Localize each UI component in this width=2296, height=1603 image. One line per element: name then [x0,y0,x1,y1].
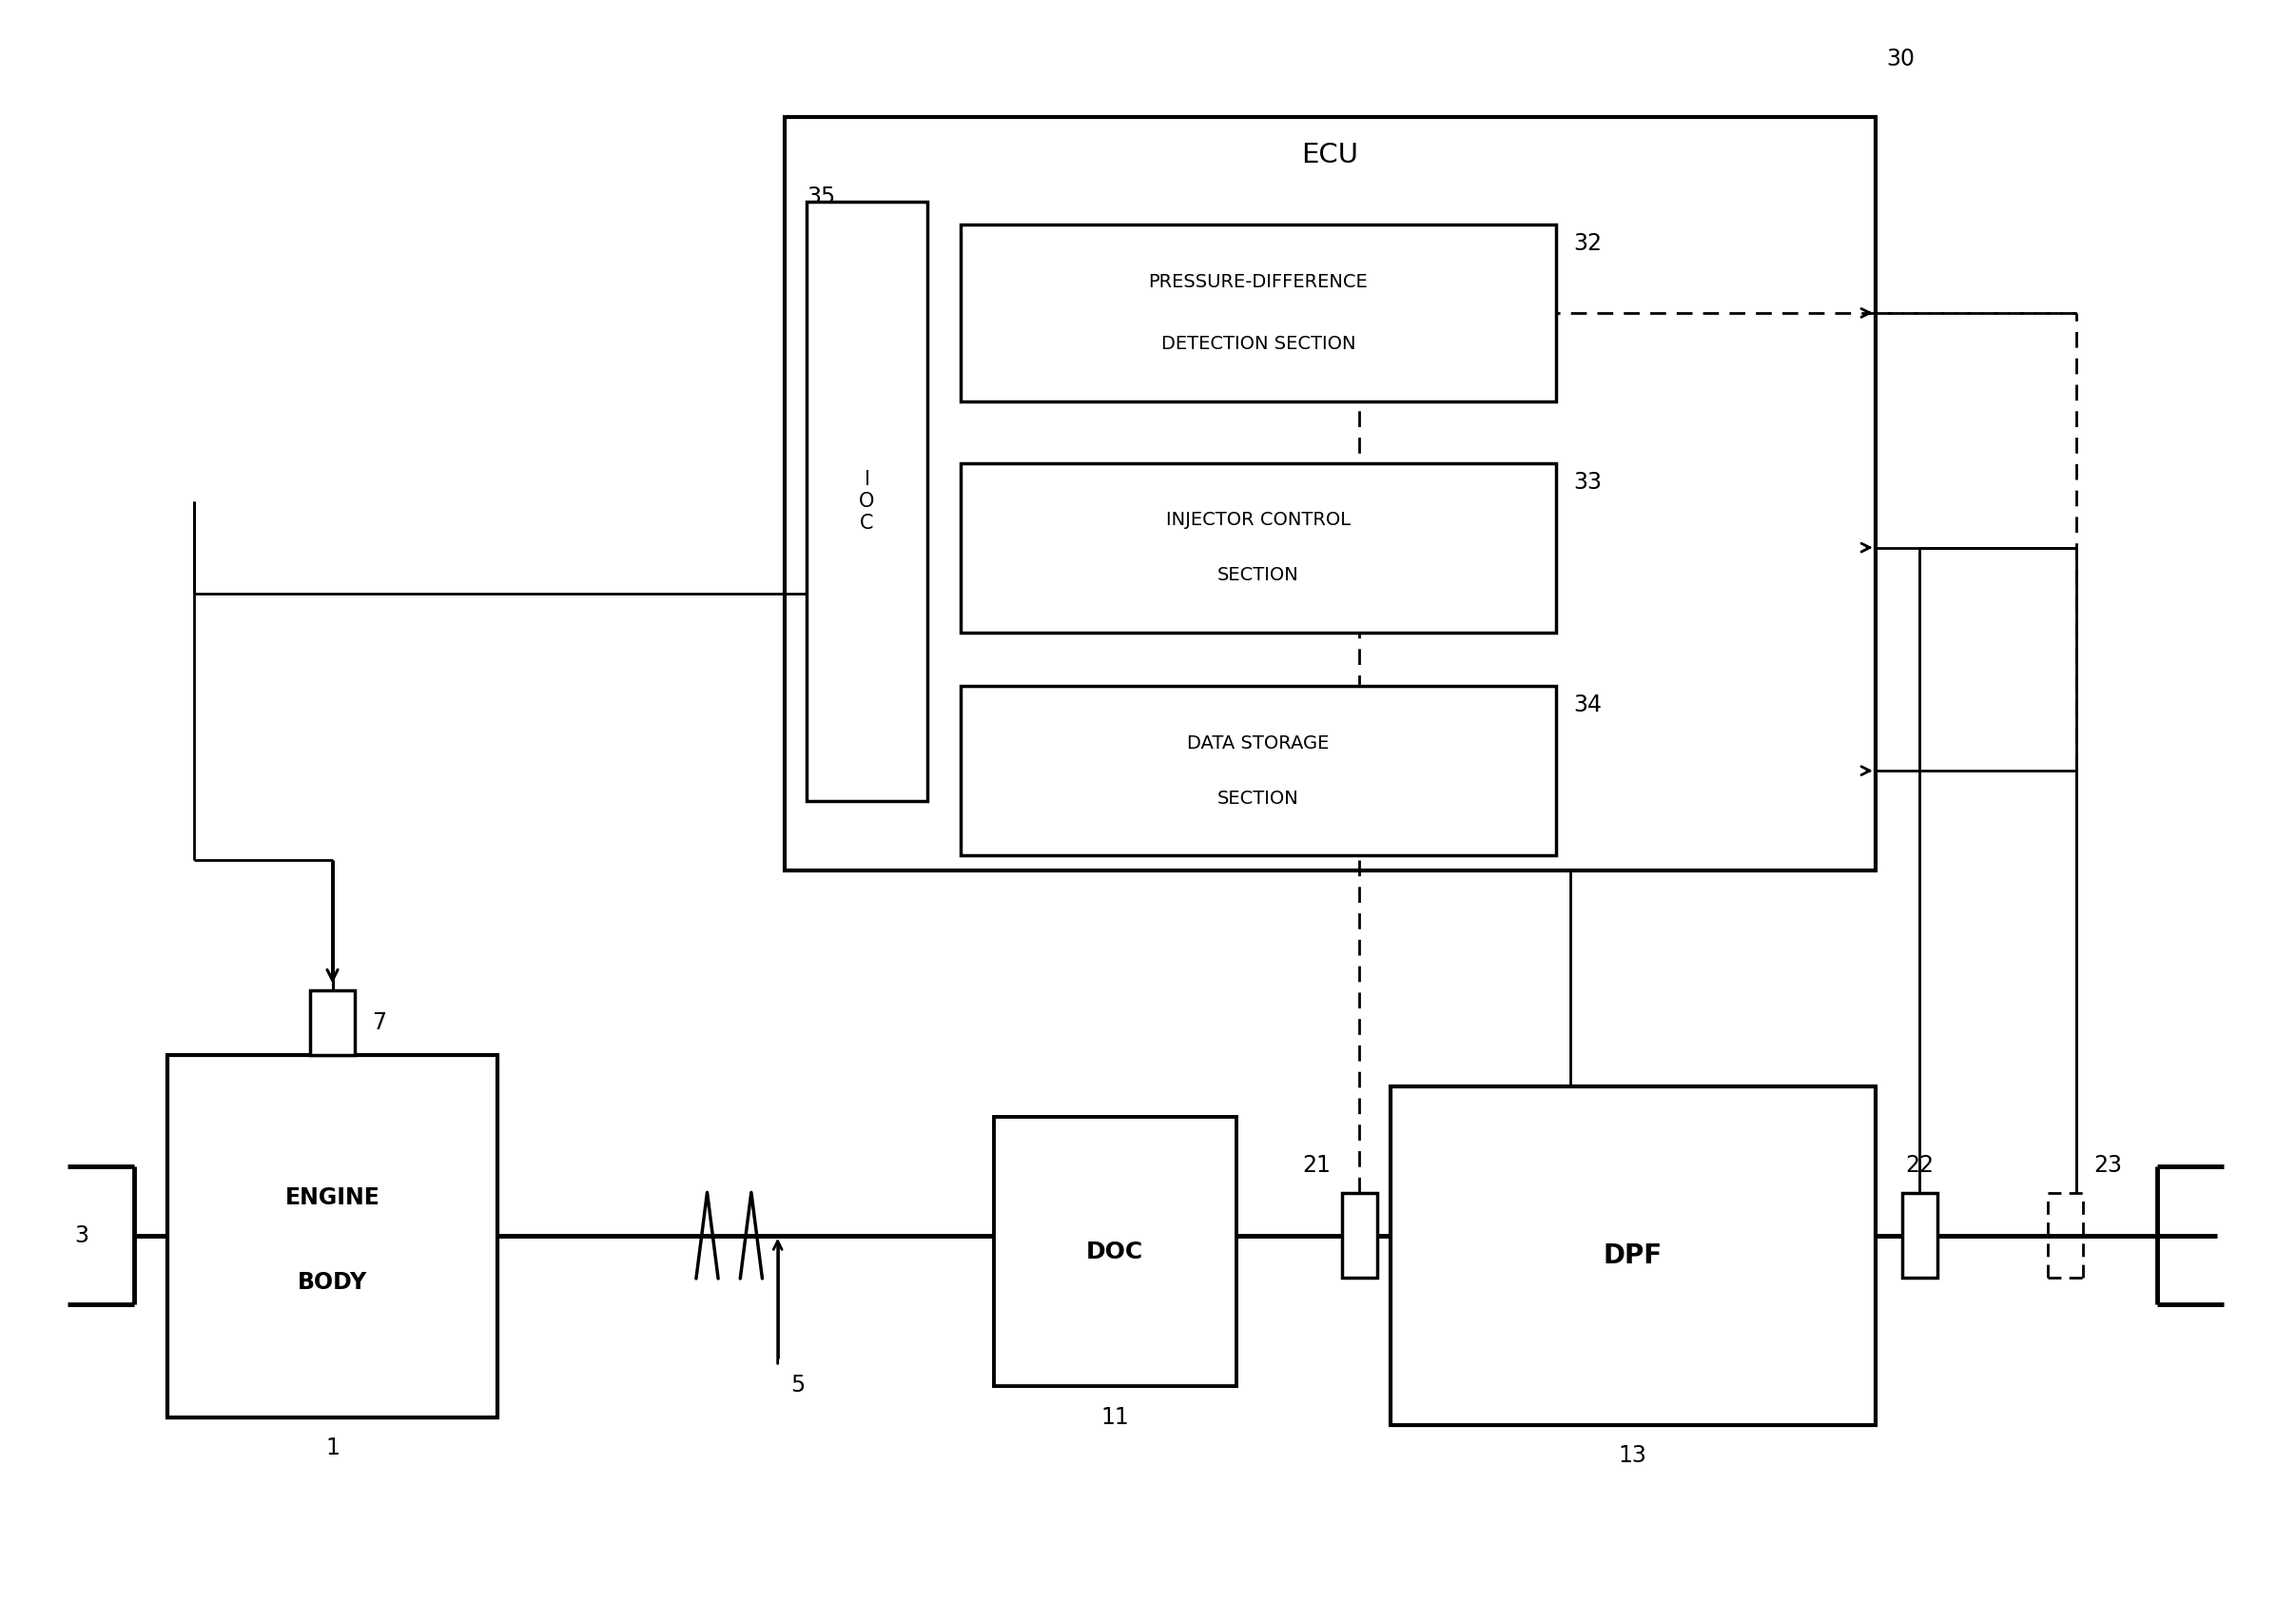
Text: PRESSURE-DIFFERENCE: PRESSURE-DIFFERENCE [1148,273,1368,292]
Bar [168,1055,498,1417]
Text: DPF: DPF [1603,1242,1662,1270]
Text: BODY: BODY [298,1271,367,1294]
Text: SECTION: SECTION [1217,789,1300,808]
Text: ENGINE: ENGINE [285,1186,379,1209]
Text: 34: 34 [1573,694,1603,717]
Text: 1: 1 [326,1436,340,1459]
Text: 35: 35 [806,186,836,208]
Bar [994,1117,1235,1387]
Text: DETECTION SECTION: DETECTION SECTION [1162,335,1355,353]
Bar [1341,1193,1378,1278]
Bar [960,686,1557,856]
Text: 5: 5 [790,1374,806,1396]
Bar [960,463,1557,632]
Bar [1391,1087,1876,1425]
Text: 22: 22 [1906,1154,1933,1177]
Text: 21: 21 [1302,1154,1332,1177]
Text: 23: 23 [2094,1154,2122,1177]
Text: SECTION: SECTION [1217,566,1300,585]
Bar [1901,1193,1938,1278]
Text: 33: 33 [1573,471,1603,494]
Text: I
O
C: I O C [859,470,875,534]
Text: 13: 13 [1619,1444,1646,1467]
Bar [960,224,1557,401]
Text: 7: 7 [372,1011,386,1034]
Bar [806,202,928,802]
Text: DOC: DOC [1086,1241,1143,1263]
Bar [785,117,1876,870]
Text: INJECTOR CONTROL: INJECTOR CONTROL [1166,511,1350,529]
Text: DATA STORAGE: DATA STORAGE [1187,734,1329,752]
Text: 30: 30 [1887,48,1915,71]
Bar [310,991,354,1055]
Text: ECU: ECU [1302,141,1359,168]
Text: 11: 11 [1100,1406,1130,1428]
Text: 32: 32 [1573,232,1603,255]
Text: 3: 3 [73,1225,90,1247]
